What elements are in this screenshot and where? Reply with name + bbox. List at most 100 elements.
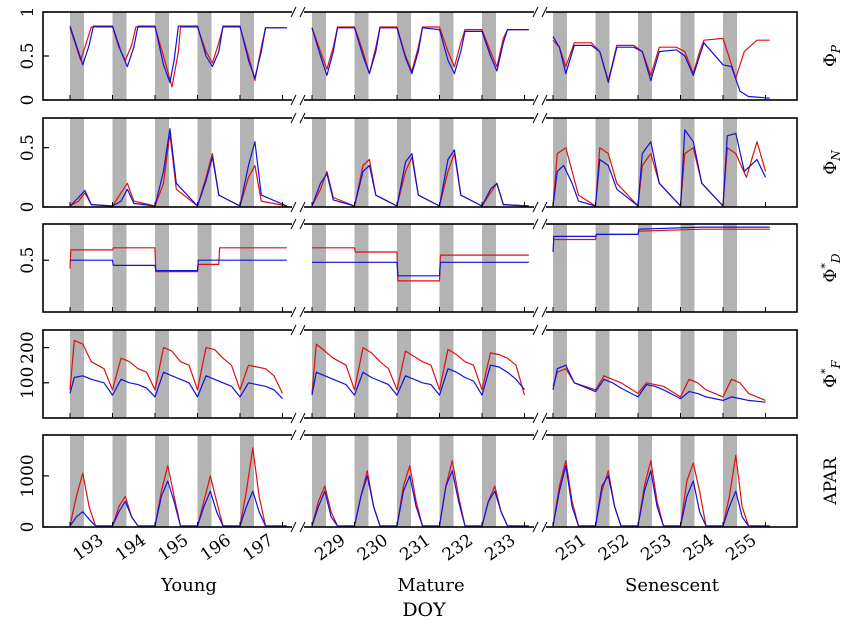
panel-4: 100 200 Φ*F: [18, 324, 843, 424]
night-shade: [439, 224, 454, 312]
night-shade: [312, 118, 326, 207]
night-shade: [70, 118, 84, 207]
series-line: [552, 129, 767, 207]
night-shade: [354, 118, 369, 207]
panel-2: 0 0.5 ΦN: [18, 112, 843, 213]
night-shade: [553, 224, 567, 312]
series-line: [69, 247, 287, 273]
axis-break-mark: [299, 6, 306, 18]
night-shade: [197, 330, 212, 418]
axis-break-gap: [534, 113, 546, 123]
axis-break-mark: [299, 429, 306, 441]
axis-break-mark: [290, 112, 297, 124]
axis-break-mark: [541, 218, 548, 230]
axis-break-mark: [532, 521, 539, 533]
x-tick-label: 197: [239, 530, 277, 565]
night-shade: [354, 330, 369, 418]
axis-break-mark: [541, 412, 548, 424]
axis-break-mark: [532, 201, 539, 213]
x-axis: 193 194 195 196 197 Young 229 230 231 232 233 Matur…: [69, 530, 760, 596]
panel-5: 0 1000 APAR: [18, 429, 841, 533]
panels: 0 0.5 1 ΦP 0 0.5 ΦN 0.5 Φ*D 100 200 Φ*F 0 1000 APAR: [18, 7, 843, 533]
axis-break-mark: [532, 412, 539, 424]
axis-break-mark: [532, 306, 539, 318]
series-line: [553, 228, 770, 241]
axis-break-gap: [292, 430, 304, 440]
group-label: Young: [160, 575, 217, 596]
axis-break-mark: [290, 6, 297, 18]
series-line: [311, 343, 526, 396]
series-line: [311, 470, 529, 527]
series-line: [69, 480, 287, 527]
group-label: Senescent: [625, 575, 720, 596]
y-axis-title: Φ*F: [819, 359, 843, 387]
night-shade: [240, 330, 254, 418]
night-shade: [680, 330, 695, 418]
night-shade: [680, 224, 695, 312]
axis-break-gap: [534, 95, 546, 105]
night-shade: [155, 330, 169, 418]
axis-break-mark: [541, 201, 548, 213]
x-tick-label: 252: [595, 530, 633, 565]
night-shade: [553, 330, 567, 418]
night-shade: [354, 12, 369, 100]
series-line: [69, 26, 287, 88]
series-line: [69, 25, 287, 84]
axis-break-mark: [290, 218, 297, 230]
night-shade: [397, 330, 411, 418]
panel-frame: [42, 434, 798, 528]
axis-break-mark: [541, 521, 548, 533]
axis-break-gap: [534, 430, 546, 440]
axis-break-gap: [292, 202, 304, 212]
axis-break-mark: [290, 94, 297, 106]
night-shade: [723, 12, 737, 100]
series-line: [552, 36, 770, 99]
y-tick-label: 200: [18, 331, 38, 363]
axis-break-gap: [534, 219, 546, 229]
series-line: [311, 364, 525, 396]
y-tick-label: 0.5: [18, 42, 38, 69]
night-shade: [482, 118, 496, 207]
axis-break-gap: [292, 7, 304, 17]
axis-break-mark: [532, 429, 539, 441]
night-shade: [723, 435, 737, 527]
axis-break-gap: [292, 307, 304, 317]
night-shade: [197, 118, 212, 207]
axis-break-mark: [290, 521, 297, 533]
axis-break-mark: [299, 521, 306, 533]
series-line: [552, 454, 770, 527]
night-shade: [482, 435, 496, 527]
x-tick-label: 233: [481, 530, 519, 565]
x-tick-label: 232: [439, 530, 477, 565]
axis-break-mark: [290, 429, 297, 441]
panel-frame: [42, 223, 798, 313]
axis-break-mark: [532, 112, 539, 124]
axis-break-gap: [534, 325, 546, 335]
night-shade: [482, 224, 496, 312]
night-shade: [70, 12, 84, 100]
x-tick-label: 193: [69, 530, 107, 565]
night-shade: [312, 12, 326, 100]
night-shade: [553, 12, 567, 100]
panel-frame: [42, 117, 798, 208]
axis-break-mark: [532, 218, 539, 230]
axis-break-gap: [292, 325, 304, 335]
night-shade: [595, 224, 610, 312]
night-shade: [397, 224, 411, 312]
panel-1: 0 0.5 1 ΦP: [18, 7, 843, 106]
series-line: [311, 153, 529, 207]
series-line: [552, 226, 770, 253]
axis-break-gap: [292, 413, 304, 423]
axis-break-mark: [299, 218, 306, 230]
axis-break-mark: [532, 324, 539, 336]
x-tick-label: 194: [112, 530, 150, 565]
x-tick-label: 230: [354, 530, 392, 565]
night-shade: [723, 224, 737, 312]
y-tick-label: 0.5: [18, 134, 38, 161]
x-tick-label: 253: [637, 530, 675, 565]
night-shade: [112, 224, 127, 312]
x-tick-label: 251: [552, 530, 590, 565]
night-shade: [112, 118, 127, 207]
axis-break-gap: [534, 202, 546, 212]
night-shade: [595, 330, 610, 418]
